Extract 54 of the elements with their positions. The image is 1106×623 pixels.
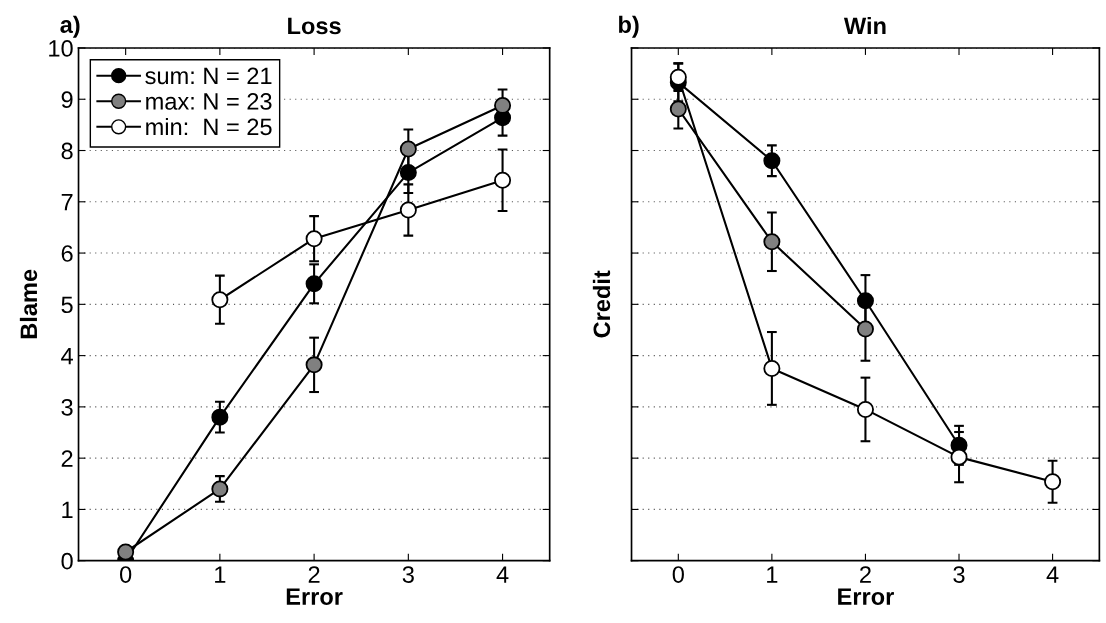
y-tick-label: 3 xyxy=(61,398,73,416)
x-axis-title: Error xyxy=(838,588,894,605)
point xyxy=(669,100,687,118)
point xyxy=(669,68,687,86)
point xyxy=(399,164,417,182)
y-tick-label: 6 xyxy=(61,245,73,262)
x-tick-label: 3 xyxy=(402,566,414,583)
point xyxy=(211,291,229,309)
point xyxy=(305,356,323,374)
point xyxy=(763,233,781,251)
y-tick-label: 8 xyxy=(61,142,73,160)
point xyxy=(494,171,512,189)
point xyxy=(399,201,417,219)
point xyxy=(305,230,323,248)
point xyxy=(399,140,417,158)
point xyxy=(211,408,229,426)
x-axis-title: Error xyxy=(286,588,343,605)
point xyxy=(1044,473,1062,491)
point xyxy=(856,292,874,310)
y-tick-label: 2 xyxy=(61,450,73,467)
x-tick-label: 0 xyxy=(672,566,684,583)
point xyxy=(856,320,874,338)
x-tick-label: 1 xyxy=(767,566,778,583)
x-tick-label: 3 xyxy=(953,566,965,583)
legend-label: sum: N = 21 xyxy=(145,67,272,85)
y-tick-label: 5 xyxy=(61,296,73,314)
y-axis-title: Blame xyxy=(19,269,38,339)
y-tick-label: 1 xyxy=(62,501,73,518)
point xyxy=(856,400,874,418)
legend-label: max: N = 23 xyxy=(146,93,272,110)
y-tick-label: 0 xyxy=(61,552,73,570)
y-tick-label: 9 xyxy=(61,91,73,109)
x-tick-label: 2 xyxy=(860,566,871,583)
x-tick-label: 2 xyxy=(308,566,320,583)
point xyxy=(763,359,781,377)
point xyxy=(950,448,968,466)
point xyxy=(211,480,229,498)
chart-title: Win xyxy=(843,16,886,35)
point xyxy=(117,543,135,561)
x-tick-label: 0 xyxy=(120,566,132,583)
y-axis-title: Credit xyxy=(592,270,611,338)
chart-title: Loss xyxy=(288,17,341,35)
point xyxy=(305,275,323,293)
y-tick-label: 10 xyxy=(49,40,73,57)
x-tick-label: 4 xyxy=(1046,566,1059,583)
legend-label: min: N = 25 xyxy=(146,117,272,136)
x-tick-label: 1 xyxy=(215,566,226,583)
y-tick-label: 7 xyxy=(61,194,73,211)
y-tick-label: 4 xyxy=(61,347,73,365)
point xyxy=(494,96,512,114)
text: b) xyxy=(619,15,639,38)
x-tick-label: 4 xyxy=(496,566,509,583)
text: a) xyxy=(60,15,80,38)
point xyxy=(763,152,781,170)
